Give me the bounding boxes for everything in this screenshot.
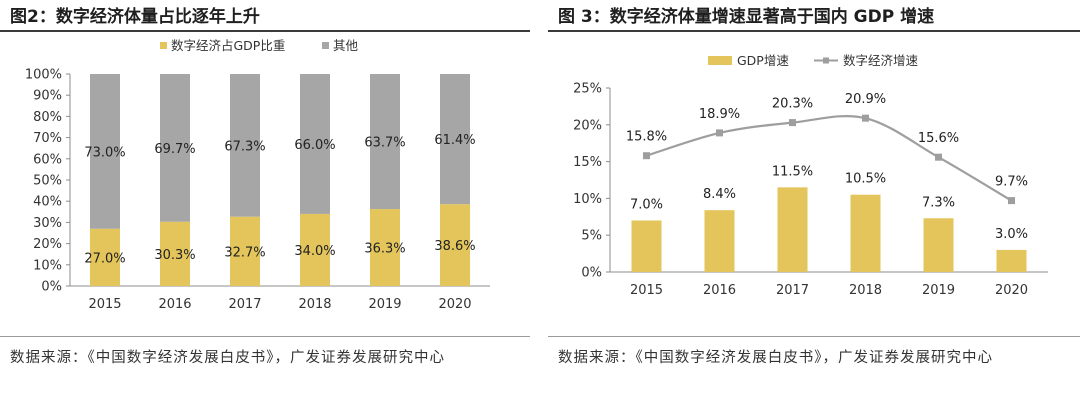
y-tick-label: 5% (581, 229, 602, 244)
bar-gdp-share (90, 228, 120, 286)
legend-label-1: 其他 (333, 38, 359, 53)
chart-panel-left: 图2：数字经济体量占比逐年上升 数字经济占GDP比重 其他 0% 10% 20% 30% 4… (0, 0, 530, 408)
y-tick-label: 40% (33, 195, 62, 210)
bar-line-chart: GDP增速 数字经济增速 0% 5% 10% 15% 20% 25% 7.0% 2015 8.4% 2… (573, 53, 1048, 298)
bar-gdp-growth (777, 187, 808, 272)
y-tick-label: 10% (33, 258, 62, 273)
point-digital-growth (789, 119, 796, 127)
y-tick-label: 15% (573, 155, 602, 170)
y-tick-label: 80% (33, 110, 62, 125)
bar-gdp-growth (631, 220, 662, 272)
x-tick-label: 2017 (776, 283, 809, 298)
data-label-other: 67.3% (224, 139, 265, 154)
y-tick-label: 100% (25, 68, 62, 83)
bar-other (90, 74, 120, 229)
data-label-gdp-share: 32.7% (224, 245, 265, 260)
x-tick-label: 2015 (630, 283, 663, 298)
figure-title: 图 3：数字经济体量增速显著高于国内 GDP 增速 (558, 7, 935, 27)
x-tick-label: 2020 (438, 297, 471, 312)
y-tick-label: 25% (573, 82, 602, 97)
data-label-digital-growth: 20.9% (845, 92, 886, 107)
bar-gdp-growth (850, 194, 881, 272)
data-label-other: 61.4% (434, 133, 475, 148)
data-label-digital-growth: 20.3% (772, 97, 813, 112)
data-label-gdp-growth: 10.5% (845, 172, 886, 187)
data-label-gdp-growth: 7.0% (630, 197, 663, 212)
y-tick-label: 50% (33, 174, 62, 189)
bar-gdp-share (370, 209, 400, 286)
data-label-gdp-share: 36.3% (364, 242, 405, 257)
data-label-gdp-growth: 3.0% (995, 227, 1028, 242)
x-tick-label: 2018 (849, 283, 882, 298)
legend-label-0: 数字经济占GDP比重 (171, 38, 285, 53)
data-label-digital-growth: 9.7% (995, 175, 1028, 190)
data-label-other: 66.0% (294, 138, 335, 153)
bar-other (230, 74, 260, 217)
chart-panel-right: 图 3：数字经济体量增速显著高于国内 GDP 增速 GDP增速 数字经济增速 0% 5… (548, 0, 1080, 408)
source-divider (0, 336, 530, 337)
bar-other (160, 74, 190, 222)
data-label-gdp-share: 30.3% (154, 248, 195, 263)
x-tick-label: 2018 (298, 297, 331, 312)
x-tick-label: 2020 (995, 283, 1028, 298)
point-digital-growth (1008, 197, 1015, 205)
source-note: 数据来源：《中国数字经济发展白皮书》，广发证券发展研究中心 (558, 350, 993, 366)
data-label-other: 69.7% (154, 142, 195, 157)
point-digital-growth (935, 153, 942, 161)
bar-gdp-share (440, 204, 470, 286)
y-tick-label: 20% (573, 118, 602, 133)
data-label-gdp-growth: 7.3% (922, 195, 955, 210)
data-label-digital-growth: 15.6% (918, 131, 959, 146)
bar-gdp-share (230, 216, 260, 286)
y-tick-label: 10% (573, 192, 602, 207)
y-tick-label: 0% (581, 266, 602, 281)
source-note: 数据来源：《中国数字经济发展白皮书》，广发证券发展研究中心 (10, 350, 445, 366)
data-label-gdp-share: 38.6% (434, 239, 475, 254)
source-divider (548, 336, 1080, 337)
data-label-gdp-share: 27.0% (84, 251, 125, 266)
bar-other (370, 74, 400, 210)
bar-other (300, 74, 330, 214)
x-tick-label: 2015 (88, 297, 121, 312)
title-divider (548, 30, 1080, 32)
bar-gdp-share (160, 221, 190, 286)
legend-swatch-0 (160, 42, 167, 49)
x-tick-label: 2019 (922, 283, 955, 298)
x-tick-label: 2017 (228, 297, 261, 312)
data-label-other: 73.0% (84, 145, 125, 160)
data-label-other: 63.7% (364, 136, 405, 151)
y-tick-label: 30% (33, 216, 62, 231)
y-tick-label: 60% (33, 152, 62, 167)
data-label-digital-growth: 18.9% (699, 107, 740, 122)
bar-other (440, 74, 470, 205)
y-tick-label: 20% (33, 237, 62, 252)
point-digital-growth (862, 114, 869, 122)
data-label-gdp-growth: 8.4% (703, 187, 736, 202)
y-tick-label: 70% (33, 131, 62, 146)
bar-gdp-growth (923, 218, 954, 272)
x-tick-label: 2019 (368, 297, 401, 312)
bar-gdp-growth (704, 210, 735, 272)
stacked-bar-chart: 数字经济占GDP比重 其他 0% 10% 20% 30% 40% 50% 60% 70% 80% 90… (25, 38, 490, 312)
line-digital-growth (646, 115, 1013, 202)
legend-label-digital: 数字经济增速 (843, 53, 919, 68)
bar-gdp-growth (996, 249, 1027, 272)
bar-gdp-share (300, 213, 330, 286)
y-tick-label: 90% (33, 89, 62, 104)
legend-marker-digital (823, 57, 829, 64)
data-label-gdp-growth: 11.5% (772, 164, 813, 179)
y-tick-label: 0% (41, 280, 62, 295)
point-digital-growth (643, 152, 650, 160)
x-tick-label: 2016 (158, 297, 191, 312)
title-divider (0, 30, 530, 32)
legend-label-gdp: GDP增速 (737, 53, 789, 68)
x-tick-label: 2016 (703, 283, 736, 298)
legend-swatch-gdp (708, 56, 732, 65)
figure-title: 图2：数字经济体量占比逐年上升 (10, 7, 260, 27)
legend-swatch-1 (322, 42, 329, 49)
data-label-gdp-share: 34.0% (294, 244, 335, 259)
point-digital-growth (716, 129, 723, 137)
data-label-digital-growth: 15.8% (626, 130, 667, 145)
